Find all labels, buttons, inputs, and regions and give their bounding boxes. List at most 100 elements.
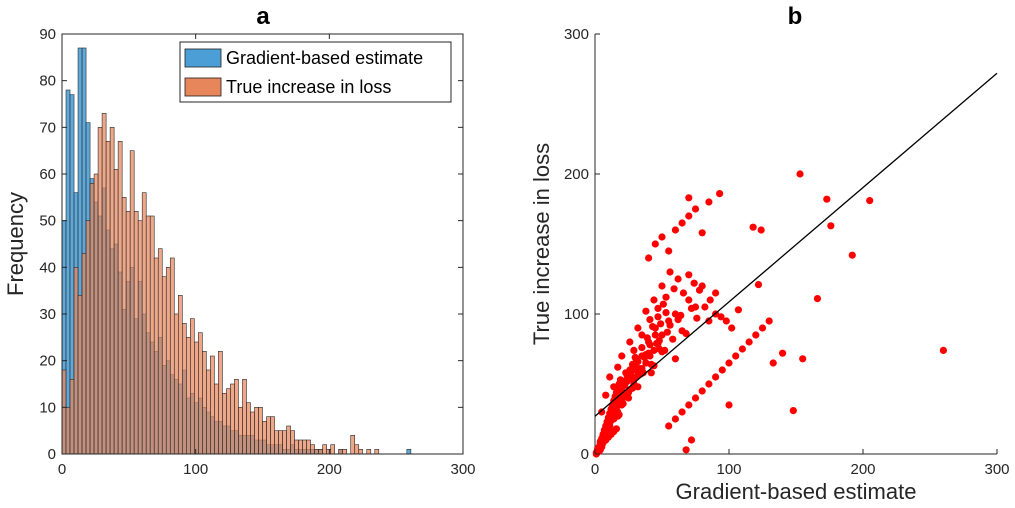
bar-true [322, 444, 327, 455]
x-tick-label: 300 [450, 461, 475, 478]
histogram-x-ticks: 0 100 200 300 [58, 34, 476, 478]
scatter-point [642, 307, 650, 315]
bar-true [69, 379, 75, 455]
x-tick-label: 0 [58, 461, 66, 478]
x-tick-label: 300 [984, 461, 1009, 478]
bar-true [250, 411, 255, 455]
bar-true [65, 407, 71, 455]
scatter-point [616, 376, 625, 384]
histogram-axes-box [61, 33, 464, 455]
bar-true [326, 449, 331, 455]
scatter-point [728, 324, 736, 332]
bar-gradient [65, 89, 71, 455]
bar-true [274, 430, 279, 455]
histogram-y-ticks: 0 10 20 30 40 50 60 70 80 90 [39, 26, 463, 463]
panel-b-title: b [788, 3, 803, 30]
bar-true [149, 215, 155, 455]
legend-label-true: True increase in loss [226, 77, 391, 97]
bar-true [113, 169, 119, 455]
bar-true [109, 127, 115, 455]
bar-true [338, 449, 344, 455]
scatter-point [658, 233, 666, 241]
scatter-point [698, 229, 706, 237]
scatter-point [717, 313, 725, 321]
scatter-point [618, 352, 626, 360]
legend-swatch-gradient [184, 48, 222, 68]
scatter-point [712, 373, 720, 381]
scatter-point [622, 369, 630, 377]
x-tick-label: 200 [317, 461, 342, 478]
bar-true [165, 267, 171, 455]
scatter-point [638, 344, 646, 352]
scatter-point [658, 331, 666, 339]
scatter-point [734, 306, 742, 314]
scatter-point [757, 226, 765, 234]
legend-swatch-true [184, 77, 222, 97]
bar-true [210, 355, 215, 455]
bar-gradient [406, 449, 412, 455]
scatter-point [685, 401, 693, 409]
scatter-point [705, 317, 713, 325]
true-loss-bars [61, 113, 380, 455]
bar-true [270, 416, 275, 455]
y-tick-label: 20 [39, 353, 56, 370]
bar-true [73, 267, 79, 455]
scatter-point [679, 289, 688, 297]
scatter-point [745, 338, 753, 346]
bar-true [89, 183, 95, 455]
bar-true [77, 295, 83, 455]
scatter-point [695, 286, 704, 294]
scatter-point [690, 279, 698, 287]
scatter-point [754, 281, 763, 289]
scatter-point [716, 190, 724, 198]
scatter-point [789, 407, 797, 415]
bar-true [278, 430, 283, 455]
bar-true [266, 416, 271, 455]
scatter-point [682, 330, 690, 338]
scatter-point [685, 271, 693, 279]
scatter-point [638, 365, 646, 373]
scatter-point [718, 366, 726, 374]
scatter-point [685, 212, 693, 220]
bar-true [294, 439, 299, 455]
scatter-point [687, 304, 696, 312]
scatter-point [725, 401, 733, 409]
bar-true [137, 220, 143, 455]
y-tick-label: 0 [581, 446, 589, 463]
scatter-points [592, 170, 948, 458]
bar-true [105, 141, 111, 455]
scatter-point [866, 197, 874, 205]
bar-true [97, 127, 103, 455]
scatter-point [799, 355, 807, 363]
scatter-point [657, 320, 665, 328]
bar-true [93, 173, 99, 455]
scatter-point [725, 359, 733, 367]
bar-true [101, 113, 107, 455]
x-tick-label: 100 [716, 461, 741, 478]
scatter-point [649, 323, 657, 331]
bar-true [198, 332, 203, 455]
scatter-point [647, 369, 655, 377]
scatter-point [752, 331, 760, 339]
bar-true [194, 341, 199, 455]
bar-true [141, 192, 147, 455]
scatter-point [651, 331, 659, 339]
bar-true [190, 318, 195, 455]
bar-true [286, 425, 291, 455]
scatter-point [669, 335, 677, 343]
scatter-point [738, 345, 747, 353]
y-tick-label: 50 [39, 213, 56, 230]
scatter-point [630, 346, 638, 354]
histogram-y-label: Frequency [3, 192, 28, 296]
panel-a-title: a [256, 3, 270, 30]
scatter-point [705, 380, 713, 388]
scatter-point [939, 346, 948, 354]
bar-true [129, 150, 135, 455]
scatter-point [654, 339, 662, 347]
scatter-point [665, 247, 673, 255]
scatter-point [732, 352, 740, 360]
bar-true [145, 215, 151, 455]
scatter-point [622, 393, 630, 401]
scatter-point [618, 401, 626, 409]
